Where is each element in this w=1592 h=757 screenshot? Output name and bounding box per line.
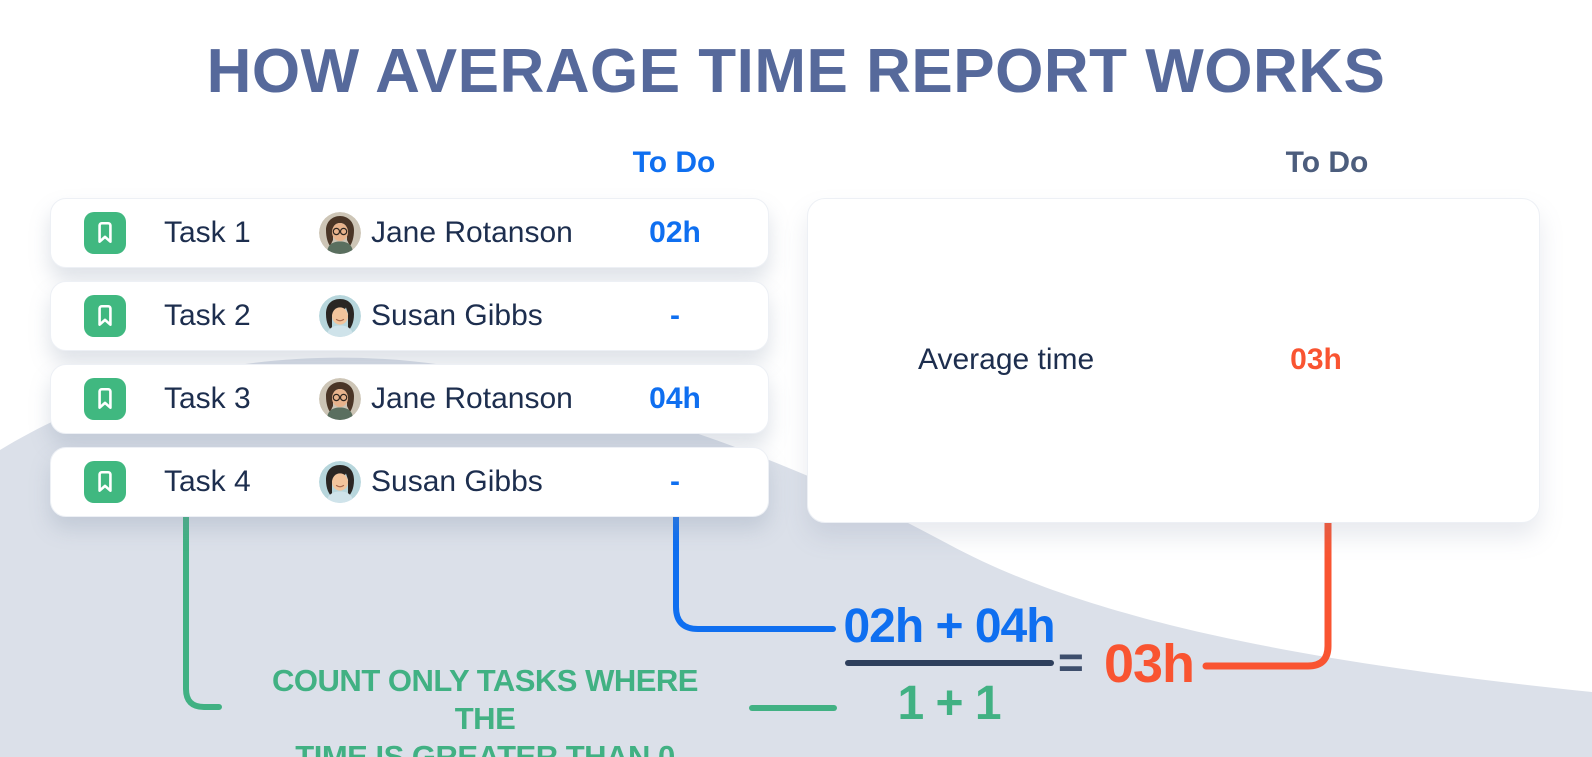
task-label: Task 1 [164, 216, 251, 249]
average-time-label: Average time [918, 343, 1095, 376]
equals-sign: = [1058, 638, 1084, 687]
page-title: HOW AVERAGE TIME REPORT WORKS [206, 37, 1386, 106]
task-row-4: Task 4 Susan Gibbs - [50, 447, 769, 517]
time-value: 02h [649, 216, 701, 249]
task-row-1: Task 1 Jane Rotanson 02h [50, 198, 769, 268]
assignee-name: Jane Rotanson [371, 382, 573, 415]
todo-column-header-left: To Do [632, 146, 716, 179]
avatar-jane [319, 378, 361, 420]
formula-numerator: 02h + 04h [843, 600, 1055, 653]
task-row-3: Task 3 Jane Rotanson 04h [50, 364, 769, 434]
assignee-name: Jane Rotanson [371, 216, 573, 249]
average-time-card: Average time 03h [807, 198, 1540, 523]
bookmark-icon [84, 295, 126, 337]
avatar-susan [319, 461, 361, 503]
count-rule-caption: COUNT ONLY TASKS WHERE THE TIME IS GREAT… [245, 662, 725, 757]
bookmark-icon [84, 212, 126, 254]
assignee-name: Susan Gibbs [371, 465, 543, 498]
task-row-2: Task 2 Susan Gibbs - [50, 281, 769, 351]
caption-line-1: COUNT ONLY TASKS WHERE THE [272, 663, 698, 736]
average-time-value: 03h [1290, 343, 1342, 376]
todo-column-header-right: To Do [1285, 146, 1369, 179]
formula-result: 03h [1103, 634, 1195, 694]
task-label: Task 4 [164, 465, 251, 498]
avatar-susan [319, 295, 361, 337]
avatar-jane [319, 212, 361, 254]
fraction-bar [845, 660, 1054, 666]
time-value: - [670, 299, 680, 332]
formula-denominator: 1 + 1 [897, 677, 1001, 730]
bookmark-icon [84, 378, 126, 420]
time-value: - [670, 465, 680, 498]
task-label: Task 2 [164, 299, 251, 332]
caption-line-2: TIME IS GREATER THAN 0 [295, 739, 675, 757]
time-value: 04h [649, 382, 701, 415]
bookmark-icon [84, 461, 126, 503]
assignee-name: Susan Gibbs [371, 299, 543, 332]
task-label: Task 3 [164, 382, 251, 415]
